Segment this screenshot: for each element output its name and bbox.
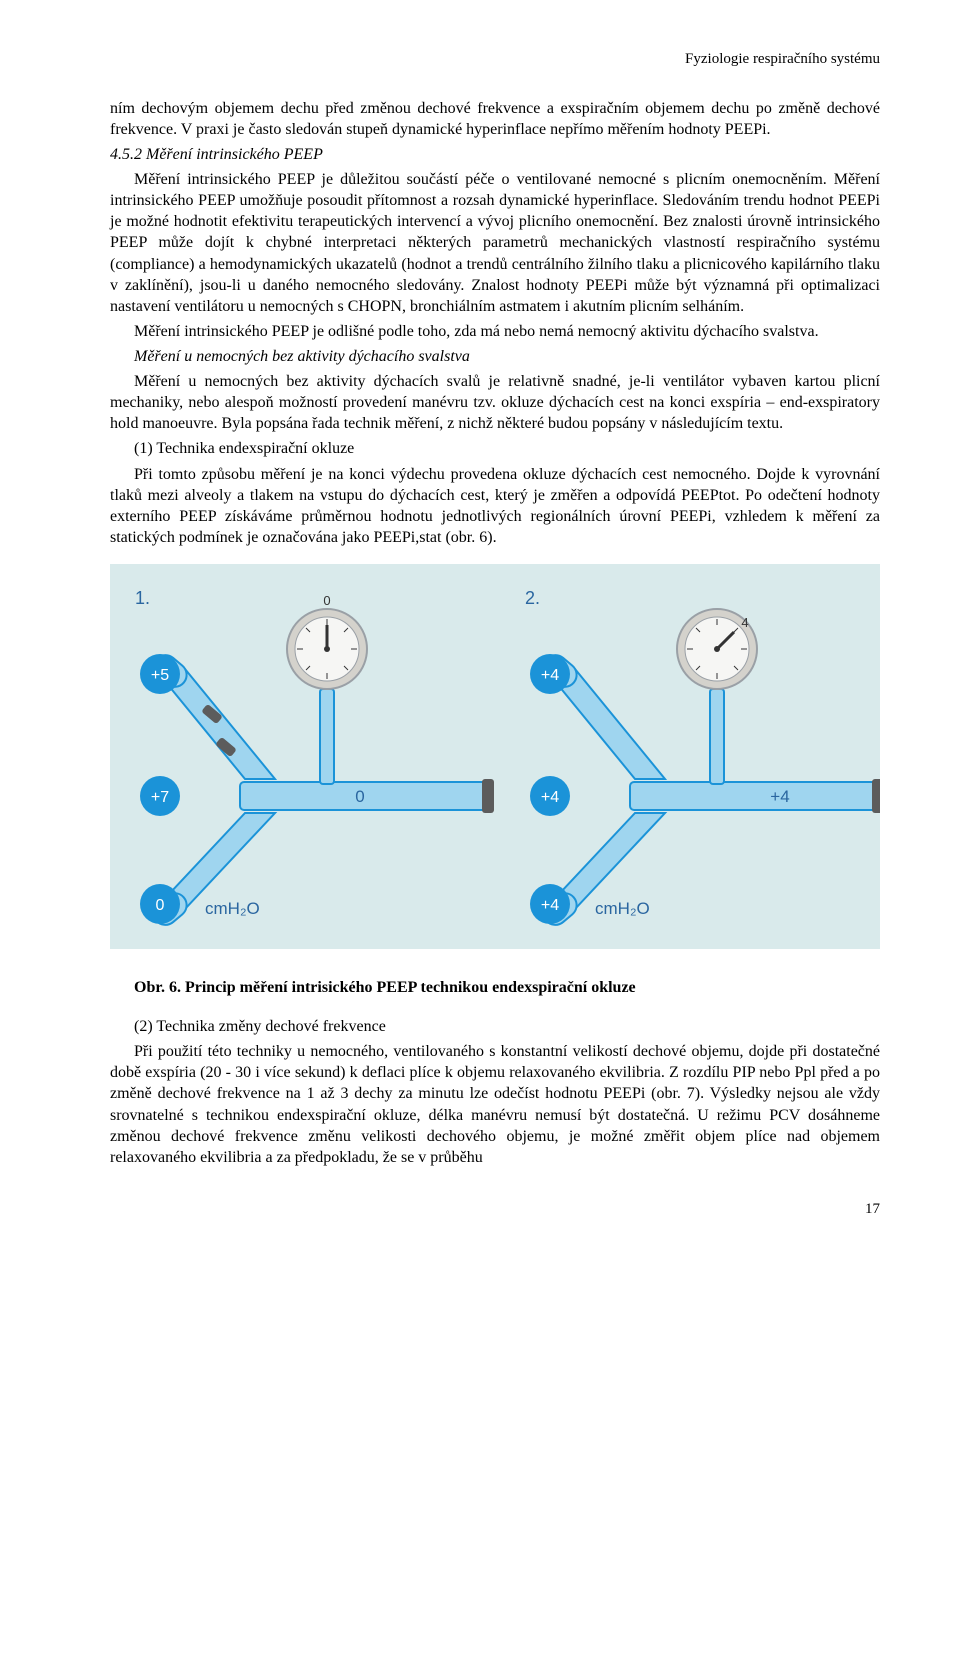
paragraph: Při tomto způsobu měření je na konci výd… [110, 464, 880, 548]
panel2-unit: cmH₂O [595, 899, 650, 918]
figure-6: 1. [110, 564, 880, 949]
panel2-lower-left: +4 [541, 789, 559, 806]
paragraph: Při použití této techniky u nemocného, v… [110, 1041, 880, 1168]
running-head: Fyziologie respiračního systému [110, 50, 880, 70]
panel1-lower-left: +7 [151, 789, 169, 806]
panel1-midlabel: 0 [355, 787, 364, 806]
paragraph: ním dechovým objemem dechu před změnou d… [110, 98, 880, 140]
panel1-label: 1. [135, 588, 150, 608]
figure-svg: 1. [110, 564, 880, 949]
technique-2-head: (2) Technika změny dechové frekvence [110, 1016, 880, 1037]
gauge1-value: 0 [323, 593, 330, 608]
figure-caption: Obr. 6. Princip měření intrisického PEEP… [110, 977, 880, 998]
panel1-lower-right: 0 [156, 897, 165, 914]
paragraph: Měření intrinsického PEEP je důležitou s… [110, 169, 880, 317]
panel2-midlabel: +4 [770, 787, 789, 806]
panel2-lower-right: +4 [541, 897, 559, 914]
page-number: 17 [110, 1200, 880, 1220]
gauge2-value: 4 [741, 615, 748, 630]
panel2-label: 2. [525, 588, 540, 608]
panel2-upper-badge: +4 [541, 667, 559, 684]
technique-1-head: (1) Technika endexspirační okluze [110, 438, 880, 459]
panel1-upper-badge: +5 [151, 667, 169, 684]
paragraph: Měření intrinsického PEEP je odlišné pod… [110, 321, 880, 342]
subheading-4-5-2: 4.5.2 Měření intrinsického PEEP [110, 144, 880, 165]
page-container: Fyziologie respiračního systému ním dech… [0, 0, 960, 1270]
panel1-unit: cmH₂O [205, 899, 260, 918]
subheading-italic: Měření u nemocných bez aktivity dýchacíh… [110, 346, 880, 367]
paragraph: Měření u nemocných bez aktivity dýchacíc… [110, 371, 880, 434]
